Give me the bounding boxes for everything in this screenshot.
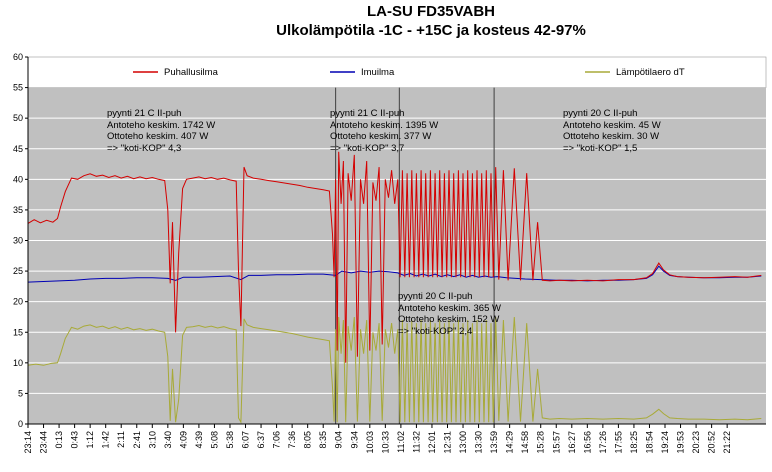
y-tick-label: 10 (13, 358, 23, 368)
x-tick-label: 11:32 (411, 431, 421, 453)
y-tick-label: 35 (13, 205, 23, 215)
y-tick-label: 25 (13, 266, 23, 276)
x-tick-label: 4:09 (178, 431, 188, 449)
x-tick-label: 1:12 (85, 431, 95, 449)
y-tick-label: 60 (13, 52, 23, 62)
x-tick-label: 14:58 (520, 431, 530, 454)
x-tick-label: 15:28 (536, 431, 546, 454)
x-tick-label: 10:33 (380, 431, 390, 454)
y-tick-label: 45 (13, 144, 23, 154)
chart-annotation: pyynti 21 C II-puh Antoteho keskim. 1742… (107, 108, 216, 154)
x-tick-label: 18:25 (629, 431, 639, 454)
chart-subtitle: Ulkolämpötila -1C - +15C ja kosteus 42-9… (276, 22, 586, 39)
x-tick-label: 11:02 (396, 431, 406, 453)
x-tick-label: 23:14 (23, 431, 33, 454)
plot-area (28, 87, 766, 424)
chart-title: LA-SU FD35VABH (366, 3, 496, 20)
x-tick-label: 8:05 (303, 431, 313, 449)
x-tick-label: 8:35 (318, 431, 328, 449)
y-tick-label: 15 (13, 327, 23, 337)
x-tick-label: 3:10 (147, 431, 157, 449)
x-tick-label: 13:00 (458, 431, 468, 454)
y-tick-label: 5 (18, 388, 23, 398)
x-tick-label: 21:22 (722, 431, 732, 454)
x-tick-label: 0:13 (54, 431, 64, 449)
x-tick-label: 19:53 (676, 431, 686, 454)
x-tick-label: 5:38 (225, 431, 235, 449)
x-tick-label: 16:56 (582, 431, 592, 454)
x-tick-label: 0:43 (70, 431, 80, 449)
x-tick-label: 12:31 (442, 431, 452, 454)
series-line-puhallusilma (27, 151, 762, 363)
x-tick-label: 16:27 (567, 431, 577, 454)
x-tick-label: 19:24 (660, 431, 670, 454)
legend-label: Imuilma (361, 67, 395, 78)
y-tick-label: 55 (13, 83, 23, 93)
x-tick-label: 15:57 (551, 431, 561, 454)
x-tick-label: 6:07 (241, 431, 251, 449)
y-tick-label: 50 (13, 113, 23, 123)
x-tick-label: 17:55 (613, 431, 623, 454)
y-tick-label: 40 (13, 174, 23, 184)
x-tick-label: 13:30 (474, 431, 484, 454)
x-tick-label: 20:52 (707, 431, 717, 454)
x-tick-label: 20:23 (691, 431, 701, 454)
x-tick-label: 2:41 (132, 431, 142, 449)
x-tick-label: 4:39 (194, 431, 204, 449)
legend-label: Puhallusilma (164, 67, 219, 78)
legend-label: Lämpötilaero dT (616, 67, 685, 78)
x-tick-label: 9:34 (349, 431, 359, 449)
x-tick-label: 17:26 (598, 431, 608, 454)
chart-annotation: pyynti 20 C II-puh Antoteho keskim. 45 W… (563, 108, 661, 154)
x-tick-label: 1:42 (101, 431, 111, 449)
x-tick-label: 7:06 (272, 431, 282, 449)
y-tick-label: 0 (18, 419, 23, 429)
x-tick-label: 13:59 (489, 431, 499, 454)
x-tick-label: 3:40 (163, 431, 173, 449)
x-tick-label: 9:04 (334, 431, 344, 449)
x-tick-label: 18:54 (644, 431, 654, 454)
y-tick-label: 30 (13, 236, 23, 246)
x-tick-label: 12:01 (427, 431, 437, 454)
x-tick-label: 14:29 (505, 431, 515, 454)
y-tick-label: 20 (13, 297, 23, 307)
chart-annotation: pyynti 20 C II-puh Antoteho keskim. 365 … (398, 291, 501, 337)
chart-annotation: pyynti 21 C II-puh Antoteho keskim. 1395… (330, 108, 439, 154)
x-tick-label: 5:08 (209, 431, 219, 449)
x-tick-label: 6:37 (256, 431, 266, 449)
x-tick-label: 10:03 (365, 431, 375, 454)
x-tick-label: 7:36 (287, 431, 297, 449)
x-tick-label: 23:44 (39, 431, 49, 454)
series-line-lampotilaero-dt (27, 316, 762, 425)
x-tick-label: 2:11 (116, 431, 126, 448)
